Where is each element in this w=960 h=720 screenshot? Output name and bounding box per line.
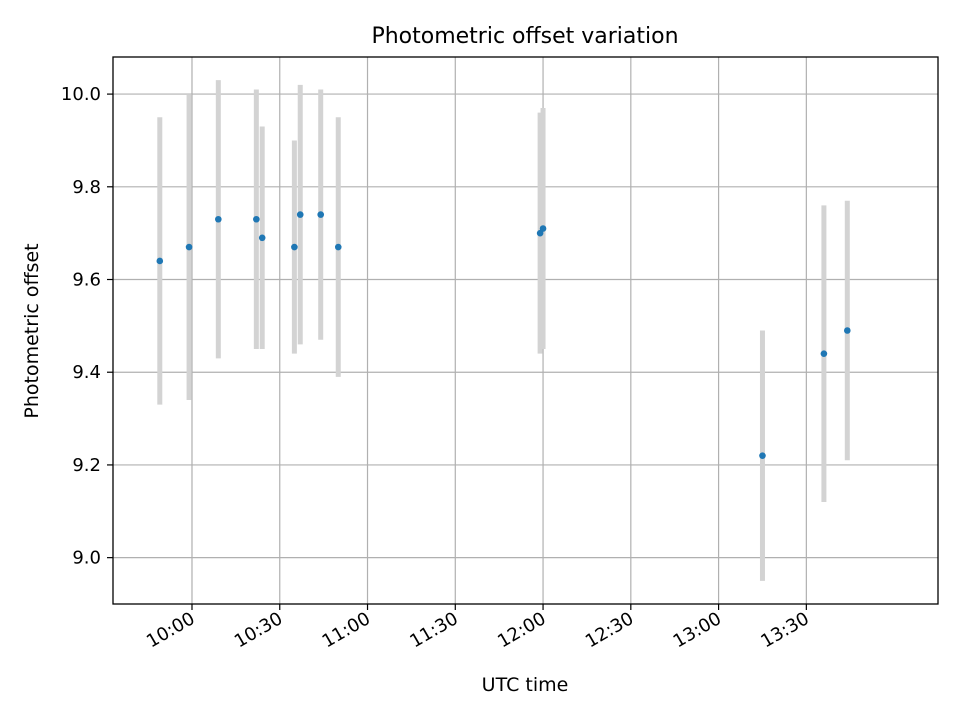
y-tick-label: 9.6 (72, 270, 101, 291)
x-tick-label: 10:00 (143, 608, 198, 652)
x-tick-label: 11:30 (406, 608, 461, 652)
y-axis-title: Photometric offset (21, 243, 43, 418)
x-tick-label: 10:30 (231, 608, 286, 652)
chart-title: Photometric offset variation (371, 24, 678, 49)
grid (113, 57, 938, 604)
x-tick-label: 13:30 (757, 608, 812, 652)
data-point (185, 243, 193, 251)
plot-frame (112, 56, 939, 605)
data-point (539, 225, 547, 232)
y-tick-label: 9.2 (72, 455, 101, 476)
data-point (844, 327, 851, 334)
data-point (296, 211, 304, 218)
x-tick-label: 13:00 (670, 608, 725, 652)
error-bars (157, 80, 850, 581)
y-tick-label: 9.8 (72, 177, 101, 198)
y-tick-label: 9.4 (72, 362, 101, 383)
y-tick-label: 9.0 (72, 548, 101, 569)
data-point (291, 243, 298, 251)
y-tick-label: 10.0 (61, 84, 101, 105)
data-point (156, 257, 164, 265)
x-axis-title: UTC time (482, 674, 569, 696)
x-tick-label: 11:00 (319, 608, 374, 652)
x-tick-label: 12:30 (582, 608, 637, 652)
data-point (820, 350, 828, 357)
data-point (258, 234, 266, 242)
data-point (317, 211, 325, 218)
y-axis: 9.0 9.2 9.4 9.6 9.8 10.0 (61, 84, 113, 569)
x-axis: 10:00 10:30 11:00 11:30 12:00 12:30 13:00 13:30 (143, 604, 813, 652)
data-points (156, 211, 851, 459)
data-point (759, 452, 766, 459)
x-tick-label: 12:00 (494, 608, 549, 652)
data-point (253, 215, 260, 223)
data-point (215, 215, 222, 223)
data-point (334, 243, 342, 251)
